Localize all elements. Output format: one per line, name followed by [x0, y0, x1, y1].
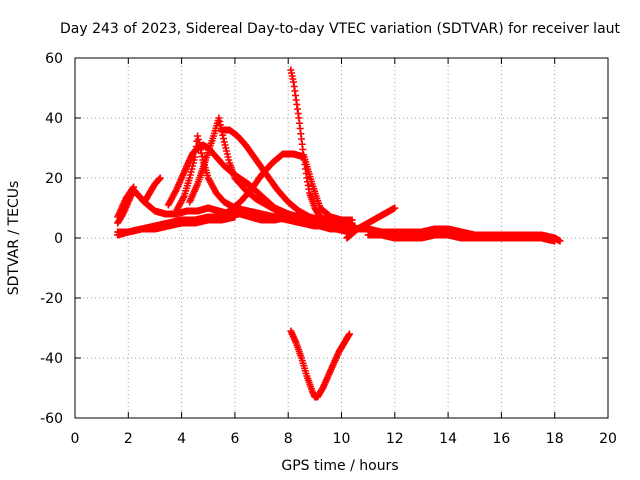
x-tick-label: 18 — [546, 431, 564, 447]
x-tick-label: 8 — [284, 431, 293, 447]
data-point — [231, 213, 239, 221]
data-point — [348, 216, 356, 224]
chart-title: Day 243 of 2023, Sidereal Day-to-day VTE… — [60, 21, 621, 37]
y-tick-label: -20 — [40, 291, 63, 307]
x-tick-label: 4 — [177, 431, 186, 447]
data-points — [114, 66, 564, 401]
series-track-h — [215, 150, 356, 224]
x-tick-label: 20 — [599, 431, 617, 447]
data-point — [258, 210, 266, 218]
x-tick-label: 2 — [124, 431, 133, 447]
data-point — [391, 204, 399, 212]
y-axis-label: SDTVAR / TECUs — [6, 181, 22, 296]
series-track-o — [287, 327, 353, 401]
x-tick-label: 12 — [386, 431, 404, 447]
data-point — [551, 237, 559, 245]
y-tick-label: 20 — [45, 171, 63, 187]
series-track-n — [364, 231, 559, 245]
data-point — [345, 330, 353, 338]
data-point — [156, 174, 164, 182]
x-tick-label: 6 — [230, 431, 239, 447]
axis-ticks: 0 2 4 6 8 10 12 14 16 18 20 -60 -40 -20 0 20 40 60 — [40, 51, 617, 447]
y-tick-label: 40 — [45, 111, 63, 127]
y-tick-label: 0 — [54, 231, 63, 247]
series-track-k — [114, 213, 239, 239]
x-axis-label: GPS time / hours — [281, 458, 398, 474]
x-tick-label: 0 — [71, 431, 80, 447]
x-tick-label: 14 — [439, 431, 457, 447]
x-tick-label: 16 — [492, 431, 510, 447]
y-tick-label: -60 — [40, 411, 63, 427]
y-tick-label: 60 — [45, 51, 63, 67]
y-tick-label: -40 — [40, 351, 63, 367]
x-tick-label: 10 — [333, 431, 351, 447]
